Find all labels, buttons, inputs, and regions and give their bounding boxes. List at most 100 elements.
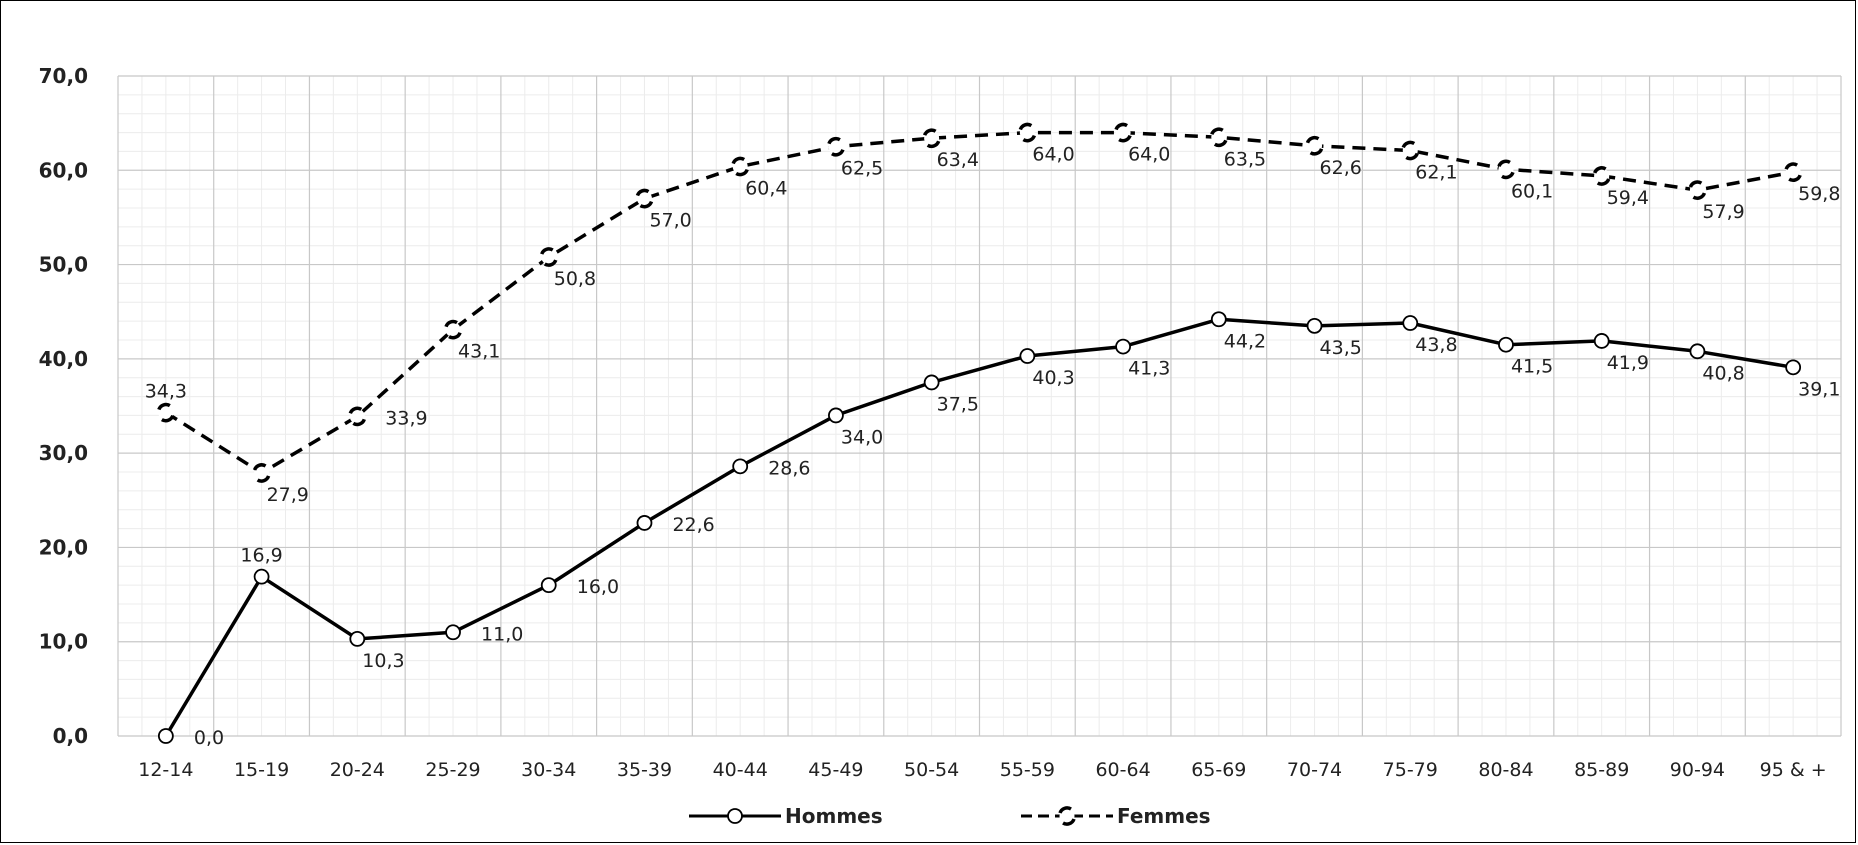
x-tick-label: 85-89 bbox=[1574, 759, 1629, 781]
hommes-data-label: 44,2 bbox=[1224, 330, 1266, 352]
y-tick-label: 10,0 bbox=[39, 630, 88, 654]
x-tick-label: 40-44 bbox=[713, 759, 768, 781]
legend-item-femmes: Femmes bbox=[1021, 804, 1211, 828]
hommes-marker bbox=[1210, 311, 1227, 328]
hommes-marker bbox=[1593, 333, 1610, 349]
hommes-marker bbox=[1785, 359, 1802, 376]
x-tick-label: 60-64 bbox=[1095, 759, 1150, 781]
hommes-data-label: 0,0 bbox=[194, 727, 224, 749]
hommes-data-label: 11,0 bbox=[481, 623, 523, 645]
hommes-marker bbox=[157, 728, 174, 744]
hommes-data-label: 41,9 bbox=[1607, 352, 1649, 374]
y-tick-label: 70,0 bbox=[39, 64, 88, 88]
hommes-data-label: 40,3 bbox=[1032, 367, 1074, 389]
x-tick-label: 95 & + bbox=[1760, 759, 1827, 781]
femmes-data-label: 62,6 bbox=[1320, 157, 1362, 179]
hommes-data-label: 43,5 bbox=[1320, 337, 1362, 359]
x-tick-label: 35-39 bbox=[617, 759, 672, 781]
x-tick-label: 90-94 bbox=[1670, 759, 1725, 781]
hommes-data-label: 16,9 bbox=[240, 545, 282, 567]
femmes-line bbox=[164, 130, 1794, 475]
femmes-data-label: 60,4 bbox=[745, 178, 787, 200]
femmes-marker bbox=[1305, 135, 1324, 156]
femmes-marker bbox=[827, 136, 845, 157]
y-axis: 0,0 10,0 20,0 30,0 40,0 50,0 60,0 70,0 bbox=[39, 64, 88, 748]
femmes-data-label: 64,0 bbox=[1032, 144, 1074, 166]
x-tick-label: 80-84 bbox=[1478, 759, 1533, 781]
femmes-marker bbox=[1210, 127, 1228, 148]
hommes-data-label: 22,6 bbox=[672, 514, 714, 536]
femmes-data-label: 43,1 bbox=[458, 341, 500, 363]
data-labels: 0,0 16,9 10,3 11,0 16,0 22,6 28,6 34,0 37,5 40,3 4… bbox=[145, 144, 1841, 749]
hommes-marker bbox=[253, 568, 270, 585]
legend-marker-hommes bbox=[727, 808, 743, 824]
femmes-marker bbox=[348, 406, 366, 427]
femmes-marker bbox=[1018, 122, 1037, 143]
hommes-data-label: 41,3 bbox=[1128, 358, 1170, 380]
femmes-marker bbox=[1688, 180, 1707, 200]
legend-label-hommes: Hommes bbox=[785, 804, 883, 828]
hommes-data-label: 41,5 bbox=[1511, 356, 1553, 378]
hommes-marker bbox=[636, 515, 653, 531]
hommes-marker bbox=[1115, 338, 1131, 355]
femmes-data-label: 63,5 bbox=[1224, 148, 1266, 170]
hommes-data-label: 28,6 bbox=[768, 457, 810, 479]
femmes-data-label: 57,0 bbox=[649, 210, 691, 232]
femmes-data-label: 33,9 bbox=[385, 407, 427, 429]
y-tick-label: 0,0 bbox=[53, 724, 88, 748]
y-tick-label: 50,0 bbox=[39, 253, 88, 277]
femmes-data-label: 57,9 bbox=[1702, 201, 1744, 223]
femmes-data-label: 62,1 bbox=[1415, 161, 1457, 183]
hommes-marker bbox=[540, 577, 557, 594]
femmes-data-label: 27,9 bbox=[267, 484, 309, 506]
femmes-marker bbox=[1058, 806, 1076, 826]
hommes-marker bbox=[828, 407, 844, 424]
x-tick-label: 15-19 bbox=[234, 759, 289, 781]
femmes-marker bbox=[922, 128, 941, 149]
femmes-data-label: 63,4 bbox=[937, 149, 979, 171]
y-tick-label: 30,0 bbox=[39, 441, 88, 465]
y-tick-label: 20,0 bbox=[39, 535, 88, 559]
femmes-data-label: 34,3 bbox=[145, 381, 187, 403]
femmes-marker bbox=[540, 247, 558, 267]
hommes-data-label: 10,3 bbox=[362, 650, 404, 672]
hommes-data-label: 37,5 bbox=[937, 393, 979, 415]
major-gridlines bbox=[117, 75, 1842, 737]
femmes-marker bbox=[1497, 159, 1515, 180]
hommes-data-label: 40,8 bbox=[1702, 362, 1744, 384]
hommes-marker bbox=[1498, 336, 1514, 353]
hommes-marker bbox=[923, 374, 940, 391]
x-tick-label: 30-34 bbox=[521, 759, 576, 781]
x-tick-label: 75-79 bbox=[1383, 759, 1438, 781]
femmes-data-label: 62,5 bbox=[841, 158, 883, 180]
hommes-marker bbox=[1019, 348, 1036, 364]
femmes-data-label: 64,0 bbox=[1128, 144, 1170, 166]
x-tick-label: 70-74 bbox=[1287, 759, 1342, 781]
x-tick-label: 55-59 bbox=[1000, 759, 1055, 781]
x-tick-label: 20-24 bbox=[330, 759, 385, 781]
femmes-marker bbox=[252, 463, 271, 483]
hommes-marker bbox=[1306, 317, 1323, 334]
femmes-data-label: 59,8 bbox=[1798, 183, 1840, 205]
femmes-marker bbox=[1593, 166, 1611, 186]
hommes-marker bbox=[445, 624, 461, 641]
x-tick-label: 65-69 bbox=[1191, 759, 1246, 781]
x-axis: 12-14 15-19 20-24 25-29 30-34 35-39 40-44 45-49… bbox=[138, 759, 1826, 781]
hommes-marker bbox=[1689, 343, 1706, 360]
x-tick-label: 12-14 bbox=[138, 759, 193, 781]
femmes-marker bbox=[1784, 162, 1802, 182]
hommes-data-label: 16,0 bbox=[577, 576, 619, 598]
hommes-marker bbox=[732, 458, 749, 475]
femmes-data-label: 60,1 bbox=[1511, 180, 1553, 202]
hommes-data-label: 34,0 bbox=[841, 426, 883, 448]
x-tick-label: 50-54 bbox=[904, 759, 959, 781]
femmes-marker bbox=[1401, 140, 1419, 161]
femmes-marker bbox=[1114, 122, 1132, 143]
x-tick-label: 25-29 bbox=[425, 759, 480, 781]
femmes-marker bbox=[444, 319, 462, 340]
legend: Hommes Femmes bbox=[689, 804, 1211, 828]
femmes-data-label: 50,8 bbox=[554, 268, 596, 290]
femmes-data-label: 59,4 bbox=[1607, 187, 1649, 209]
